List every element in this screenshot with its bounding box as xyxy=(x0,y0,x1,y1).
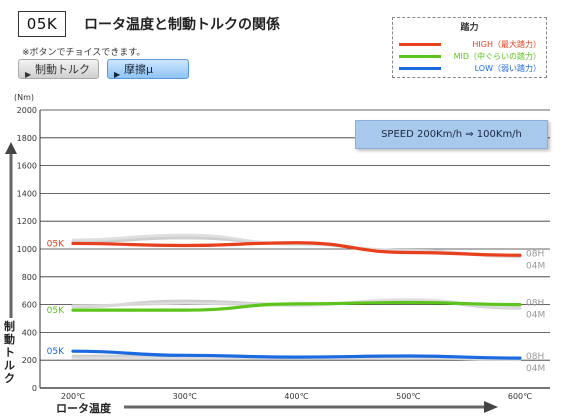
y-axis-label-char: ト xyxy=(4,346,15,359)
y-tick-label: 1000 xyxy=(17,245,37,254)
legend-item-low: LOW（弱い踏力） xyxy=(399,63,541,73)
instruction-note: ※ボタンでチョイスできます。 xyxy=(22,48,146,58)
triangle-icon: ▶ xyxy=(114,70,121,79)
x-tick-label: 600℃ xyxy=(508,392,532,401)
legend-label-mid: MID（中ぐらいの踏力） xyxy=(453,52,541,61)
series-end-label: 04M xyxy=(526,311,545,321)
y-arrow-head xyxy=(5,142,17,154)
friction-mu-label: 摩擦μ xyxy=(124,63,153,76)
y-tick-label: 1200 xyxy=(17,217,37,226)
series-end-label: 08H xyxy=(526,299,544,309)
y-tick-label: 1600 xyxy=(17,162,37,171)
y-tick-label: 800 xyxy=(22,273,37,282)
braking-torque-button[interactable]: ▶ 制動トルク xyxy=(18,59,99,79)
product-badge: 05K xyxy=(18,11,66,37)
x-tick-label: 200℃ xyxy=(61,392,85,401)
y-tick-label: 0 xyxy=(32,384,37,393)
grid xyxy=(39,109,550,389)
y-axis-label-char: 動 xyxy=(4,332,15,346)
y-tick-label: 1400 xyxy=(17,189,37,198)
legend: 踏力 HIGH（最大踏力） MID（中ぐらいの踏力） LOW（弱い踏力） xyxy=(392,17,547,78)
triangle-icon: ▶ xyxy=(25,70,32,79)
series-end-label: 08H xyxy=(526,249,544,259)
braking-torque-label: 制動トルク xyxy=(35,63,90,76)
series-line-low-05k xyxy=(71,349,522,360)
series-end-label: 04M xyxy=(526,261,545,271)
chart-title: ロータ温度と制動トルクの関係 xyxy=(84,17,280,33)
series-start-label: 05K xyxy=(47,239,65,249)
labels: 0 200 400 600 800 1000 1200 1400 1600 1800 2000 (Nm… xyxy=(4,93,545,415)
legend-line-low xyxy=(399,67,441,70)
y-axis-label-char: ル xyxy=(4,359,15,372)
x-arrow-head xyxy=(484,401,498,413)
y-tick-label: 2000 xyxy=(17,106,37,115)
legend-item-mid: MID（中ぐらいの踏力） xyxy=(399,51,541,61)
x-axis-label: ロータ温度 xyxy=(56,401,112,415)
series-group xyxy=(71,233,522,362)
y-tick-label: 400 xyxy=(22,328,37,337)
series-start-label: 05K xyxy=(47,306,65,316)
x-tick-label: 300℃ xyxy=(173,392,197,401)
series-line-high-05k xyxy=(71,241,522,257)
speed-annotation: SPEED 200Km/h ⇒ 100Km/h xyxy=(355,120,548,149)
legend-line-mid xyxy=(399,55,441,58)
legend-label-low: LOW（弱い踏力） xyxy=(474,64,541,73)
y-axis-label-char: ク xyxy=(4,372,15,385)
series-end-label: 08H xyxy=(526,352,544,362)
x-tick-label: 500℃ xyxy=(396,392,420,401)
legend-item-high: HIGH（最大踏力） xyxy=(399,39,541,49)
series-end-label: 04M xyxy=(526,364,545,374)
y-tick-label: 600 xyxy=(22,301,37,310)
legend-title: 踏力 xyxy=(460,23,479,33)
series-line-mid-05k xyxy=(71,300,522,312)
y-axis-label-char: 制 xyxy=(4,319,15,333)
friction-mu-button[interactable]: ▶ 摩擦μ xyxy=(107,59,189,79)
series-start-label: 05K xyxy=(47,347,65,357)
x-tick-label: 400℃ xyxy=(284,392,308,401)
y-tick-label: 200 xyxy=(22,356,37,365)
legend-label-high: HIGH（最大踏力） xyxy=(472,40,541,49)
y-tick-label: 1800 xyxy=(17,134,37,143)
y-unit-label: (Nm) xyxy=(14,93,34,102)
legend-line-high xyxy=(399,43,441,46)
